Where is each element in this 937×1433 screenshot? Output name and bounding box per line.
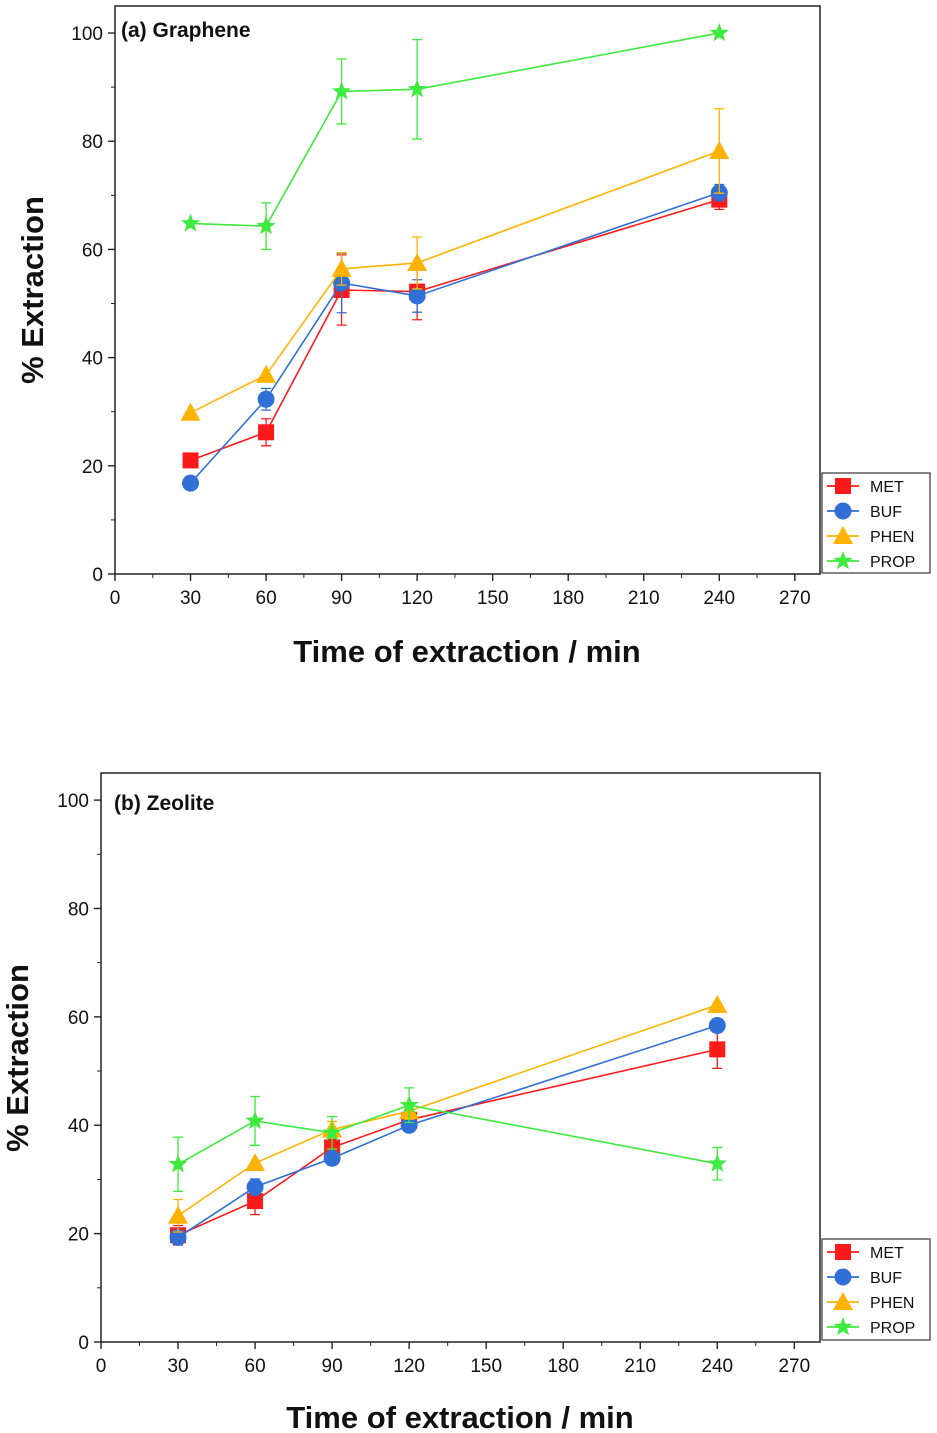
data-point-buf [182, 474, 200, 492]
legend-label-buf: BUF [870, 1270, 902, 1287]
y-axis-title: % Extraction [0, 964, 35, 1152]
legend-label-prop: PROP [870, 1320, 915, 1337]
data-point-buf [408, 287, 426, 305]
data-point-met [709, 1041, 726, 1058]
x-tick-label: 120 [393, 1356, 425, 1377]
data-point-phen [707, 994, 728, 1013]
data-point-buf [246, 1178, 264, 1196]
x-tick-label: 270 [778, 1356, 810, 1377]
x-tick-label: 30 [180, 588, 201, 609]
plot-frame [114, 5, 821, 575]
data-point-phen [168, 1205, 189, 1224]
data-point-phen [407, 252, 428, 271]
legend-marker-phen [833, 1292, 853, 1310]
x-axis-title: Time of extraction / min [293, 634, 640, 669]
data-point-prop [322, 1122, 342, 1141]
x-tick-label: 210 [624, 1356, 656, 1377]
axis-ticks: 0 30 60 90 120 150 180 210 240 270 0 20 40 60 80 100 [57, 791, 810, 1377]
series-line-prop [177, 1104, 718, 1165]
y-tick-label: 20 [82, 457, 103, 478]
data-point-prop [332, 81, 352, 100]
data-point-phen [331, 258, 352, 277]
x-tick-label: 90 [331, 588, 352, 609]
data-point-met [247, 1193, 264, 1210]
x-tick-label: 0 [96, 1356, 107, 1377]
x-tick-label: 60 [245, 1356, 266, 1377]
y-tick-label: 0 [78, 1333, 89, 1354]
series-layer [180, 23, 730, 492]
legend-marker-phen [833, 526, 853, 544]
chart-panel-zeolite: (b) Zeolite Time of extraction / min % E… [0, 772, 931, 1433]
data-point-buf [323, 1149, 341, 1167]
legend-label-phen: PHEN [870, 1295, 914, 1312]
y-axis-title: % Extraction [15, 196, 50, 384]
x-tick-label: 150 [477, 588, 509, 609]
data-point-met [182, 452, 199, 469]
x-axis-title: Time of extraction / min [286, 1400, 633, 1433]
x-tick-label: 90 [322, 1356, 343, 1377]
data-point-prop [709, 23, 729, 42]
y-tick-label: 40 [68, 1116, 89, 1137]
legend-marker-buf [834, 1268, 852, 1286]
data-point-prop [168, 1154, 188, 1173]
x-tick-label: 210 [628, 588, 660, 609]
x-tick-label: 60 [256, 588, 277, 609]
y-tick-label: 0 [92, 565, 103, 586]
data-point-prop [407, 79, 427, 98]
y-tick-label: 40 [82, 349, 103, 370]
series-line-met [190, 198, 720, 462]
x-tick-label: 180 [552, 588, 584, 609]
y-tick-label: 60 [68, 1008, 89, 1029]
x-tick-label: 120 [401, 588, 433, 609]
data-point-phen [709, 140, 730, 159]
data-point-prop [399, 1095, 419, 1114]
x-tick-label: 270 [779, 588, 811, 609]
x-tick-label: 240 [701, 1356, 733, 1377]
data-point-buf [708, 1017, 726, 1035]
data-point-phen [256, 364, 277, 383]
y-tick-label: 80 [68, 899, 89, 920]
legend-label-met: MET [870, 479, 904, 496]
legend-label-phen: PHEN [870, 529, 914, 546]
data-point-prop [707, 1153, 727, 1172]
y-tick-label: 60 [82, 240, 103, 261]
plot-frame [100, 772, 821, 1343]
data-point-phen [245, 1153, 266, 1172]
y-tick-label: 100 [57, 791, 89, 812]
legend: MET BUF PHEN PROP [821, 472, 931, 574]
x-tick-label: 180 [547, 1356, 579, 1377]
x-tick-label: 30 [167, 1356, 188, 1377]
legend-label-buf: BUF [870, 504, 902, 521]
data-point-buf [257, 390, 275, 408]
axis-ticks: 0 30 60 90 120 150 180 210 240 270 0 20 40 60 80 100 [71, 24, 810, 609]
x-tick-label: 240 [703, 588, 735, 609]
y-tick-label: 20 [68, 1225, 89, 1246]
legend-marker-met [835, 478, 851, 494]
legend-marker-prop [833, 551, 853, 570]
chart-panel-graphene: (a) Graphene Time of extraction / min % … [15, 5, 931, 669]
data-point-buf [400, 1116, 418, 1134]
legend-label-met: MET [870, 1245, 904, 1262]
data-point-prop [245, 1110, 265, 1129]
panel-title: (a) Graphene [121, 19, 251, 42]
series-layer [168, 994, 728, 1246]
x-tick-label: 150 [470, 1356, 502, 1377]
legend-label-prop: PROP [870, 554, 915, 571]
x-tick-label: 0 [110, 588, 121, 609]
data-point-met [258, 424, 275, 441]
panel-title: (b) Zeolite [114, 792, 214, 815]
y-tick-label: 100 [71, 24, 103, 45]
data-point-prop [256, 216, 276, 235]
legend-marker-met [835, 1244, 851, 1260]
data-point-prop [181, 213, 201, 232]
y-tick-label: 80 [82, 132, 103, 153]
data-point-buf [169, 1228, 187, 1246]
legend: MET BUF PHEN PROP [821, 1238, 931, 1341]
data-point-phen [180, 402, 201, 421]
legend-marker-prop [833, 1317, 853, 1336]
series-line-prop [190, 32, 720, 227]
legend-marker-buf [834, 502, 852, 520]
